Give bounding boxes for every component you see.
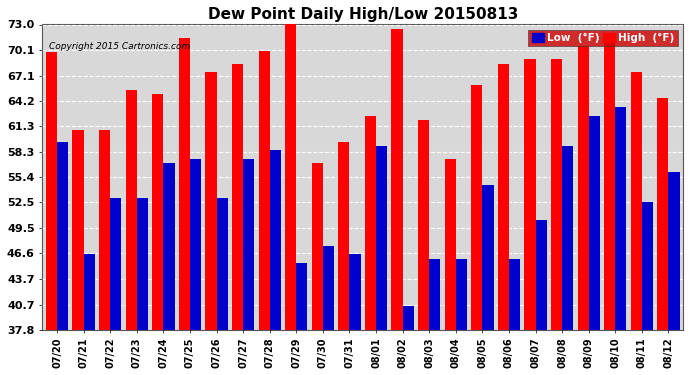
Bar [285, 20, 296, 330]
Legend: Low  (°F), High  (°F): Low (°F), High (°F) [529, 30, 678, 46]
Bar [631, 72, 642, 330]
Bar [179, 38, 190, 330]
Bar [562, 146, 573, 330]
Bar [604, 42, 615, 330]
Bar [551, 59, 562, 330]
Bar [99, 130, 110, 330]
Bar [391, 29, 403, 330]
Title: Dew Point Daily High/Low 20150813: Dew Point Daily High/Low 20150813 [208, 7, 518, 22]
Bar [190, 159, 201, 330]
Bar [296, 263, 308, 330]
Bar [535, 220, 546, 330]
Bar [338, 141, 349, 330]
Bar [615, 107, 627, 330]
Bar [217, 198, 228, 330]
Bar [524, 59, 535, 330]
Bar [482, 185, 493, 330]
Bar [72, 130, 83, 330]
Bar [110, 198, 121, 330]
Bar [444, 159, 456, 330]
Bar [206, 72, 217, 330]
Bar [642, 202, 653, 330]
Bar [312, 163, 323, 330]
Bar [270, 150, 281, 330]
Bar [658, 98, 669, 330]
Bar [152, 94, 164, 330]
Bar [349, 254, 361, 330]
Bar [243, 159, 255, 330]
Bar [471, 85, 482, 330]
Text: Copyright 2015 Cartronics.com: Copyright 2015 Cartronics.com [49, 42, 190, 51]
Bar [46, 52, 57, 330]
Bar [578, 46, 589, 330]
Bar [376, 146, 387, 330]
Bar [418, 120, 429, 330]
Bar [137, 198, 148, 330]
Bar [323, 246, 334, 330]
Bar [232, 63, 243, 330]
Bar [57, 141, 68, 330]
Bar [429, 259, 440, 330]
Bar [456, 259, 467, 330]
Bar [126, 90, 137, 330]
Bar [669, 172, 680, 330]
Bar [164, 163, 175, 330]
Bar [403, 306, 414, 330]
Bar [509, 259, 520, 330]
Bar [365, 116, 376, 330]
Bar [589, 116, 600, 330]
Bar [259, 51, 270, 330]
Bar [497, 63, 509, 330]
Bar [83, 254, 95, 330]
